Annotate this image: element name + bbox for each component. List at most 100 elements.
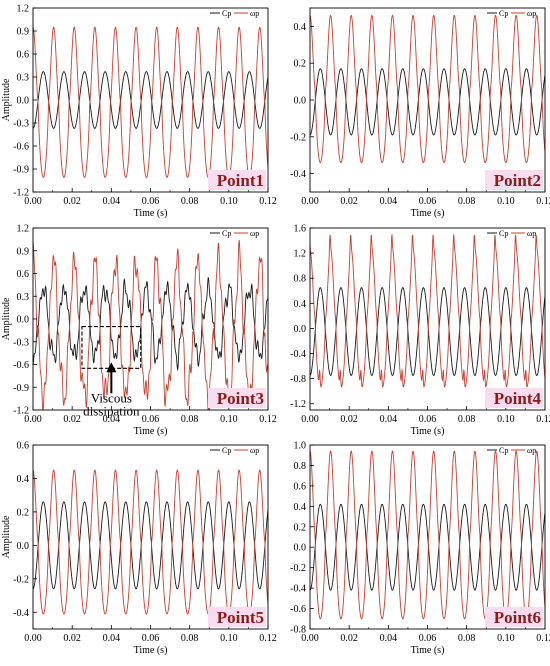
y-tick-label: -0.6 — [13, 360, 29, 371]
x-tick-label: 0.04 — [380, 196, 398, 207]
legend: Cp ωp — [487, 229, 536, 238]
series-line-cp — [310, 287, 545, 376]
curves — [33, 26, 268, 178]
x-axis-label: Time (s) — [134, 426, 168, 437]
y-tick-label: 1.2 — [17, 4, 30, 15]
x-tick-label: 0.04 — [103, 196, 121, 207]
x-tick-label: 0.00 — [301, 633, 319, 644]
x-tick-label: 0.00 — [24, 414, 42, 425]
x-tick-label: 0.08 — [458, 633, 476, 644]
legend-label-wp: ωp — [527, 229, 536, 238]
legend-label-cp: Cp — [222, 229, 231, 238]
panel-3: 0.00 0.02 0.04 0.06 0.08 0.10 0.12 -1.2 -0.9 -0.6… — [1, 224, 277, 438]
curves — [310, 450, 545, 620]
x-tick-label: 0.10 — [220, 633, 238, 644]
panel-6: 0.00 0.02 0.04 0.06 0.08 0.10 0.12 -0.8 -0.6 -0.4… — [290, 441, 550, 657]
y-tick-label: 0.0 — [17, 541, 30, 552]
legend-label-cp: Cp — [222, 9, 231, 18]
y-tick-label: -0.9 — [13, 165, 29, 176]
point-label: Point3 — [217, 389, 264, 408]
y-tick-label: -0.3 — [13, 337, 29, 348]
x-tick-label: 0.08 — [458, 196, 476, 207]
x-tick-label: 0.06 — [142, 633, 160, 644]
curves — [310, 233, 545, 388]
y-tick-label: -0.6 — [13, 142, 29, 153]
point-label-highlight — [485, 388, 543, 408]
point-label-highlight — [208, 170, 266, 190]
x-tick-label: 0.02 — [340, 633, 358, 644]
series-line-cp — [33, 71, 268, 129]
x-tick-label: 0.08 — [181, 414, 199, 425]
y-tick-label: 0.4 — [294, 502, 307, 513]
x-tick-label: 0.00 — [301, 196, 319, 207]
y-tick-label: -0.9 — [13, 383, 29, 394]
series-line-wp — [33, 26, 268, 178]
series-line-wp — [310, 14, 545, 164]
y-tick-label: 1.0 — [294, 441, 307, 452]
legend-label-wp: ωp — [527, 9, 536, 18]
point-label-highlight — [485, 170, 543, 190]
legend-label-wp: ωp — [250, 9, 259, 18]
point-label-highlight — [208, 607, 266, 627]
y-tick-label: 1.2 — [294, 249, 307, 260]
x-tick-label: 0.10 — [220, 414, 238, 425]
y-tick-label: -1.2 — [290, 399, 306, 410]
x-tick-label: 0.06 — [142, 196, 160, 207]
x-tick-label: 0.04 — [380, 414, 398, 425]
x-tick-label: 0.06 — [419, 633, 437, 644]
y-tick-label: 1.2 — [17, 224, 30, 235]
x-tick-label: 0.02 — [63, 633, 81, 644]
y-tick-label: 0.0 — [17, 96, 30, 107]
y-tick-label: 0.9 — [17, 246, 30, 257]
x-tick-label: 0.00 — [24, 196, 42, 207]
panel-5: 0.00 0.02 0.04 0.06 0.08 0.10 0.12 -0.4 -0.2 0.0 0… — [1, 441, 277, 657]
y-tick-label: -0.8 — [290, 625, 306, 636]
x-tick-label: 0.02 — [63, 196, 81, 207]
y-tick-label: 0.4 — [294, 22, 307, 33]
y-axis-label: Amplitude — [1, 515, 12, 558]
point-label-highlight — [208, 388, 266, 408]
x-axis-label: Time (s) — [134, 208, 168, 219]
x-tick-label: 0.10 — [497, 414, 515, 425]
x-tick-label: 0.12 — [536, 633, 550, 644]
y-tick-label: 1.6 — [294, 224, 307, 235]
x-tick-label: 0.12 — [536, 414, 550, 425]
y-tick-label: 0.6 — [17, 50, 30, 61]
x-tick-label: 0.10 — [220, 196, 238, 207]
x-tick-label: 0.08 — [458, 414, 476, 425]
x-tick-label: 0.00 — [24, 633, 42, 644]
panel-1: 0.00 0.02 0.04 0.06 0.08 0.10 0.12 -1.2 -0.9 -0.6… — [1, 4, 277, 220]
y-tick-label: 0.2 — [294, 522, 307, 533]
x-tick-label: 0.04 — [380, 633, 398, 644]
x-tick-label: 0.06 — [419, 196, 437, 207]
legend: Cp ωp — [487, 9, 536, 18]
x-axis-label: Time (s) — [411, 208, 445, 219]
y-tick-label: 0.2 — [17, 507, 30, 518]
series-line-cp — [33, 501, 268, 590]
annotation-text-line2: dissipation — [83, 403, 140, 418]
x-tick-label: 0.12 — [536, 196, 550, 207]
y-tick-label: -0.2 — [290, 563, 306, 574]
legend-label-wp: ωp — [250, 229, 259, 238]
panel-4: 0.00 0.02 0.04 0.06 0.08 0.10 0.12 -1.2 -0.8 -0.4… — [290, 224, 550, 438]
y-tick-label: -0.4 — [290, 349, 306, 360]
curves — [33, 469, 268, 615]
x-tick-label: 0.10 — [497, 633, 515, 644]
x-axis-label: Time (s) — [411, 645, 445, 656]
legend: Cp ωp — [487, 446, 536, 455]
point-label: Point1 — [217, 171, 264, 190]
y-tick-label: 0.8 — [294, 274, 307, 285]
curves — [310, 14, 545, 164]
y-tick-label: -1.2 — [13, 188, 29, 199]
series-line-cp — [33, 277, 268, 372]
legend-label-cp: Cp — [499, 9, 508, 18]
y-tick-label: -0.2 — [290, 132, 306, 143]
x-tick-label: 0.00 — [301, 414, 319, 425]
y-tick-label: 0.4 — [294, 299, 307, 310]
y-tick-label: 0.8 — [294, 461, 307, 472]
y-tick-label: 0.0 — [294, 96, 307, 107]
point-label: Point5 — [217, 608, 264, 627]
annotation-arrow-head — [106, 362, 117, 373]
